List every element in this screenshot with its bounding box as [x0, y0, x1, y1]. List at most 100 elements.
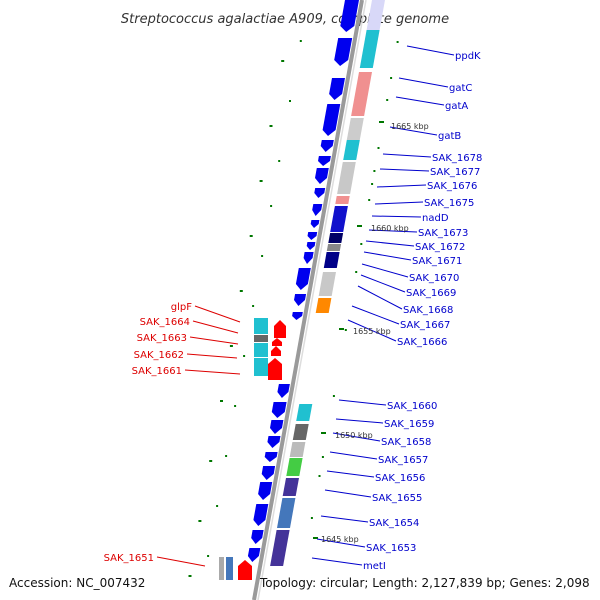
gene-label[interactable]: ppdK	[455, 51, 481, 62]
leader-line	[189, 336, 239, 345]
gene-label[interactable]: gatC	[449, 83, 472, 94]
gene-label[interactable]: SAK_1677	[430, 167, 480, 178]
leader-line	[398, 77, 449, 88]
gene-arrow	[294, 294, 307, 306]
tick-mark	[270, 205, 273, 207]
tick-mark	[377, 147, 380, 149]
cds-block	[315, 298, 332, 313]
gene-label[interactable]: glpF	[171, 302, 192, 313]
gene-label[interactable]: SAK_1663	[137, 333, 187, 344]
gene-arrow	[271, 402, 287, 418]
leader-line	[156, 556, 206, 567]
topology-label: Topology: circular; Length: 2,127,839 bp…	[259, 576, 590, 590]
gene-label[interactable]: gatB	[438, 131, 461, 142]
cds-block	[254, 358, 268, 376]
scale-labels: 1665 kbp 1660 kbp 1655 kbp 1650 kbp 1645…	[321, 122, 429, 544]
tick-mark	[344, 329, 347, 331]
accession-label: Accession: NC_007432	[9, 576, 145, 590]
gene-label[interactable]: SAK_1666	[397, 337, 447, 348]
gene-label[interactable]: SAK_1664	[140, 317, 190, 328]
tick-mark	[249, 235, 253, 237]
cds-block	[346, 118, 364, 140]
gene-label[interactable]: SAK_1675	[424, 198, 474, 209]
gene-arrow	[268, 358, 282, 380]
gene-label[interactable]: SAK_1657	[378, 455, 428, 466]
gene-label[interactable]: SAK_1655	[372, 493, 422, 504]
gene-label[interactable]: SAK_1667	[400, 320, 450, 331]
gene-label[interactable]: SAK_1673	[418, 228, 468, 239]
scale-tick	[379, 121, 384, 123]
cds-block	[254, 318, 268, 334]
gene-label[interactable]: SAK_1654	[369, 518, 419, 529]
cds-track	[219, 0, 385, 580]
gene-label[interactable]: SAK_1659	[384, 419, 434, 430]
gene-label[interactable]: SAK_1670	[409, 273, 459, 284]
reverse-gene-labels: glpF SAK_1664 SAK_1663 SAK_1662 SAK_1661…	[104, 302, 193, 564]
gene-track	[238, 0, 359, 580]
gene-label[interactable]: gatA	[445, 101, 468, 112]
gene-label[interactable]: metI	[363, 561, 386, 572]
leader-line	[360, 274, 406, 293]
gene-label[interactable]: SAK_1653	[366, 543, 416, 554]
leader-line	[329, 451, 378, 460]
leader-line	[395, 96, 445, 106]
cds-block	[366, 0, 385, 30]
tick-mark	[310, 517, 313, 519]
gene-label[interactable]: SAK_1672	[415, 242, 465, 253]
tick-mark	[252, 305, 255, 307]
gene-label[interactable]: SAK_1671	[412, 256, 462, 267]
tick-mark	[278, 160, 281, 162]
gene-arrow	[264, 452, 278, 462]
gene-label[interactable]: SAK_1656	[375, 473, 425, 484]
gene-arrow	[247, 548, 261, 562]
tick-mark	[220, 400, 223, 402]
leader-line	[365, 240, 415, 247]
scale-tick	[357, 225, 362, 227]
gene-arrow	[258, 482, 273, 500]
gene-arrow	[340, 0, 359, 32]
gene-label[interactable]: nadD	[422, 213, 449, 224]
gene-label[interactable]: SAK_1658	[381, 437, 431, 448]
scale-label: 1665 kbp	[391, 122, 429, 131]
cds-block	[359, 30, 380, 68]
gene-label[interactable]: SAK_1651	[104, 553, 154, 564]
tick-mark	[299, 40, 302, 42]
gene-label[interactable]: SAK_1676	[427, 181, 477, 192]
gene-label[interactable]: SAK_1678	[432, 153, 482, 164]
leader-line	[186, 353, 238, 359]
leader-line	[389, 126, 438, 136]
gene-arrow	[314, 188, 326, 198]
gene-arrow	[322, 104, 341, 136]
gene-label[interactable]: SAK_1661	[132, 366, 182, 377]
gene-arrow	[271, 346, 281, 356]
cds-block	[277, 498, 296, 528]
gene-arrow	[253, 504, 269, 526]
tick-mark	[234, 405, 237, 407]
cds-block	[296, 404, 313, 421]
leader-line	[368, 229, 418, 233]
cds-block	[335, 196, 350, 204]
scale-tick	[313, 537, 318, 539]
gene-arrow	[261, 466, 276, 480]
tick-mark	[243, 355, 246, 357]
leader-line	[361, 263, 409, 278]
gene-arrow	[318, 156, 331, 166]
leader-line	[311, 557, 363, 566]
tick-mark	[318, 475, 321, 477]
tick-mark	[386, 99, 389, 101]
leader-line	[335, 418, 384, 424]
leader-line	[332, 432, 381, 442]
leader-line	[363, 251, 412, 261]
gene-label[interactable]: SAK_1669	[406, 288, 456, 299]
gene-label[interactable]: SAK_1662	[134, 350, 184, 361]
gene-label[interactable]: SAK_1668	[403, 305, 453, 316]
cds-block	[318, 272, 336, 296]
gene-arrow	[270, 420, 284, 434]
tick-mark	[371, 183, 374, 185]
gene-label[interactable]: SAK_1660	[387, 401, 437, 412]
cds-block	[270, 530, 290, 566]
gene-arrow	[310, 220, 320, 228]
tick-mark	[239, 290, 243, 292]
forward-gene-labels: ppdK gatC gatA gatB SAK_1678 SAK_1677 SA…	[363, 51, 482, 572]
